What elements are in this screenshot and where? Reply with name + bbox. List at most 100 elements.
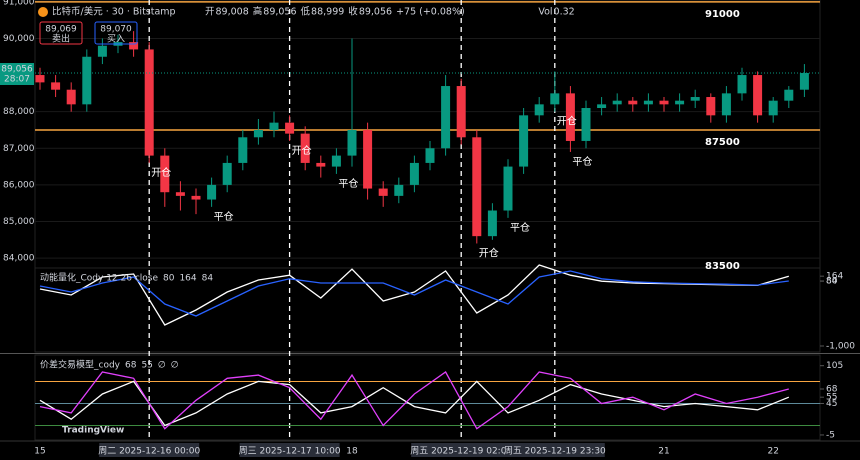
candle-body: [144, 49, 154, 156]
x-tick-label: 21: [658, 447, 669, 457]
candle-body: [253, 129, 263, 138]
candle-body: [300, 133, 310, 163]
candle-body: [269, 122, 279, 130]
header-label: 收: [348, 6, 358, 18]
candle-body: [675, 100, 685, 105]
candle-body: [129, 42, 139, 50]
signal-label: 开仓: [557, 115, 577, 128]
candle-body: [706, 97, 716, 116]
watermark: TradingView: [62, 426, 124, 436]
time-label: 周五 2025-12-19 02:00: [410, 446, 512, 457]
header-label: 开: [205, 7, 215, 18]
header-value: 88,999: [311, 7, 344, 18]
candle-body: [456, 86, 466, 138]
symbol-icon: [38, 7, 48, 17]
header-value: 89,008: [216, 7, 249, 18]
candle-body: [628, 100, 638, 105]
candle-body: [97, 45, 107, 57]
candle-body: [737, 75, 747, 94]
buy-button[interactable]: [94, 21, 138, 45]
y-tick-label: -1,000: [826, 342, 855, 352]
series-line: [39, 380, 790, 427]
signal-label: 平仓: [338, 177, 358, 190]
candle-body: [238, 137, 248, 163]
series-line: [39, 371, 789, 430]
candle-body: [35, 75, 45, 83]
legend-text: 164: [179, 274, 196, 284]
x-tick-label: 15: [34, 447, 45, 457]
candle-body: [331, 155, 341, 167]
buy-price: 89,070: [100, 25, 132, 35]
legend-text: 55: [141, 361, 152, 371]
candle-body: [66, 89, 76, 105]
series-line: [39, 270, 789, 317]
candle-body: [222, 162, 232, 185]
y-tick-label: -5: [826, 430, 835, 440]
candle-body: [581, 108, 591, 141]
y-tick-label: 55: [826, 393, 837, 403]
candle-body: [51, 82, 61, 90]
time-badge: [504, 443, 605, 457]
y-tick-label: 85,000: [3, 217, 35, 227]
candle-body: [534, 104, 544, 116]
candle-body: [472, 137, 482, 237]
y-tick-label: 88,000: [3, 107, 35, 117]
legend-text: 68: [125, 361, 137, 371]
header-label: 高: [253, 6, 263, 18]
candle-body: [363, 129, 373, 189]
y-tick-label: 45: [826, 399, 837, 409]
y-tick-label: 91,000: [3, 0, 35, 7]
signal-label: 开仓: [292, 144, 312, 157]
sell-button[interactable]: [39, 21, 83, 45]
legend-text: 84: [202, 274, 214, 284]
candle-body: [316, 162, 326, 167]
candle-body: [175, 192, 185, 196]
candle-body: [191, 195, 201, 200]
candle-body: [160, 155, 170, 193]
legend-text: ∅: [171, 361, 179, 371]
time-badge: [99, 443, 200, 457]
time-label: 周五 2025-12-19 23:30: [504, 446, 606, 457]
y-tick-label: 86,000: [3, 180, 35, 190]
header-value: 89,056: [263, 7, 296, 18]
candle-body: [690, 97, 700, 101]
candle-body: [799, 73, 809, 90]
time-label: 周三 2025-12-17 10:00: [239, 446, 341, 457]
legend-text: 动能量化_Cody 12 26 close: [40, 272, 158, 284]
candle-body: [409, 162, 419, 185]
panel: [34, 267, 821, 353]
candle-body: [207, 184, 217, 200]
countdown: 28:07: [4, 75, 30, 85]
last-price: 89,056: [1, 65, 33, 75]
y-tick-label: 84,000: [3, 254, 35, 264]
x-tick-label: 18: [346, 447, 358, 457]
y-tick-label: 84: [826, 276, 838, 286]
header-label: 低: [301, 6, 311, 18]
level-label: 91000: [705, 9, 740, 20]
signal-label: 平仓: [214, 210, 234, 223]
time-badge: [239, 443, 340, 457]
candle-body: [441, 86, 451, 149]
buy-label: 买入: [107, 34, 125, 45]
legend-text: ∅: [158, 361, 166, 371]
candle-body: [503, 166, 513, 211]
legend-text: 价差交易模型_cody: [40, 359, 121, 371]
y-tick-label: 87,000: [3, 144, 35, 154]
time-label: 周二 2025-12-16 00:00: [98, 446, 200, 457]
chart-title: 比特币/美元 · 30 · Bitstamp: [52, 6, 176, 18]
header-value: 89,056: [359, 7, 392, 18]
candle-body: [285, 122, 295, 134]
y-tick-label: 90,000: [3, 34, 35, 44]
y-tick-label: 164: [826, 272, 843, 282]
y-tick-label: 105: [826, 361, 843, 371]
level-label: 87500: [705, 137, 740, 148]
candle-body: [347, 129, 357, 156]
legend-text: 80: [163, 274, 175, 284]
signal-label: 开仓: [479, 246, 499, 259]
candle-body: [643, 100, 653, 105]
header-label: Vol: [538, 7, 552, 18]
header-label: +75 (+0.08%): [396, 7, 465, 18]
last-price-badge: [0, 63, 34, 86]
x-tick-label: 22: [767, 447, 778, 457]
